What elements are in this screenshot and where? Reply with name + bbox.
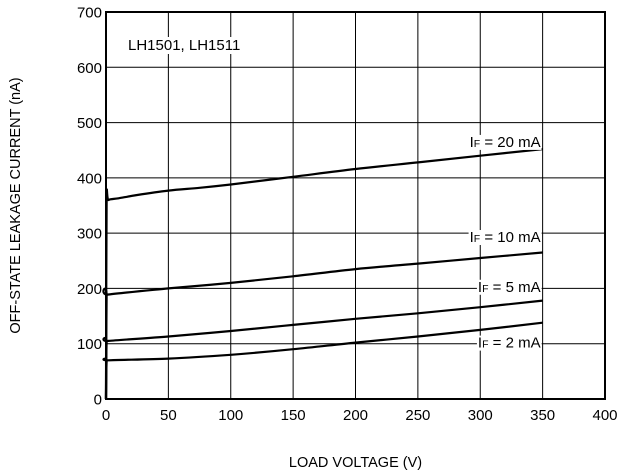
- y-tick-labels: 0 100 200 300 400 500 600 700: [77, 5, 102, 409]
- series-label-sub: F: [474, 138, 480, 150]
- series-label-0: IF = 20 mA: [470, 134, 541, 151]
- series-label-rest: = 5 mA: [489, 279, 541, 296]
- series-label-rest: = 2 mA: [489, 335, 541, 352]
- series-label-bg: [476, 279, 542, 295]
- annotation-bg: [125, 37, 244, 54]
- series-label-rest: = 10 mA: [480, 229, 540, 246]
- y-tick-label: 0: [94, 392, 102, 409]
- series-label-1: IF = 10 mA: [470, 229, 541, 246]
- y-tick-label: 100: [77, 336, 102, 353]
- x-tick-label: 0: [102, 407, 110, 424]
- series-label-sub: F: [474, 233, 480, 245]
- series-label-main: I: [478, 279, 482, 296]
- series-curve-2: [102, 299, 543, 400]
- y-tick-label: 400: [77, 170, 102, 187]
- x-tick-label: 250: [405, 407, 430, 424]
- series-curve-0: [104, 148, 543, 400]
- series-label-bg: [476, 335, 542, 351]
- x-axis-title: LOAD VOLTAGE (V): [289, 455, 422, 471]
- y-tick-label: 600: [77, 60, 102, 77]
- y-tick-label: 700: [77, 5, 102, 22]
- series-label-rest: = 20 mA: [480, 134, 540, 151]
- x-tick-label: 200: [343, 407, 368, 424]
- plot-frame: [105, 11, 606, 400]
- series-label-3: IF = 2 mA: [478, 335, 541, 352]
- series-curve-1: [102, 251, 543, 400]
- x-tick-label: 150: [281, 407, 306, 424]
- series-label-bg: [468, 134, 542, 150]
- x-tick-label: 300: [468, 407, 493, 424]
- series-label-main: I: [478, 335, 482, 352]
- x-tick-label: 100: [218, 407, 243, 424]
- series-label-sub: F: [482, 283, 488, 295]
- y-tick-label: 200: [77, 281, 102, 298]
- series-label-sub: F: [482, 339, 488, 351]
- x-tick-label: 50: [160, 407, 177, 424]
- x-tick-label: 350: [530, 407, 555, 424]
- y-tick-label: 300: [77, 226, 102, 243]
- series-label-bg: [468, 230, 542, 246]
- y-tick-label: 500: [77, 115, 102, 132]
- device-annotation: LH1501, LH1511: [128, 37, 240, 54]
- x-tick-label: 400: [592, 407, 617, 424]
- series-label-main: I: [470, 229, 474, 246]
- x-tick-labels: 0 50 100 150 200 250 300 350 400: [102, 407, 617, 424]
- y-axis-title: OFF-STATE LEAKAGE CURRENT (nA): [8, 77, 24, 333]
- series-curves: [102, 148, 543, 400]
- series-label-main: I: [470, 134, 474, 151]
- series-label-2: IF = 5 mA: [478, 279, 541, 296]
- series-curve-3: [102, 321, 543, 400]
